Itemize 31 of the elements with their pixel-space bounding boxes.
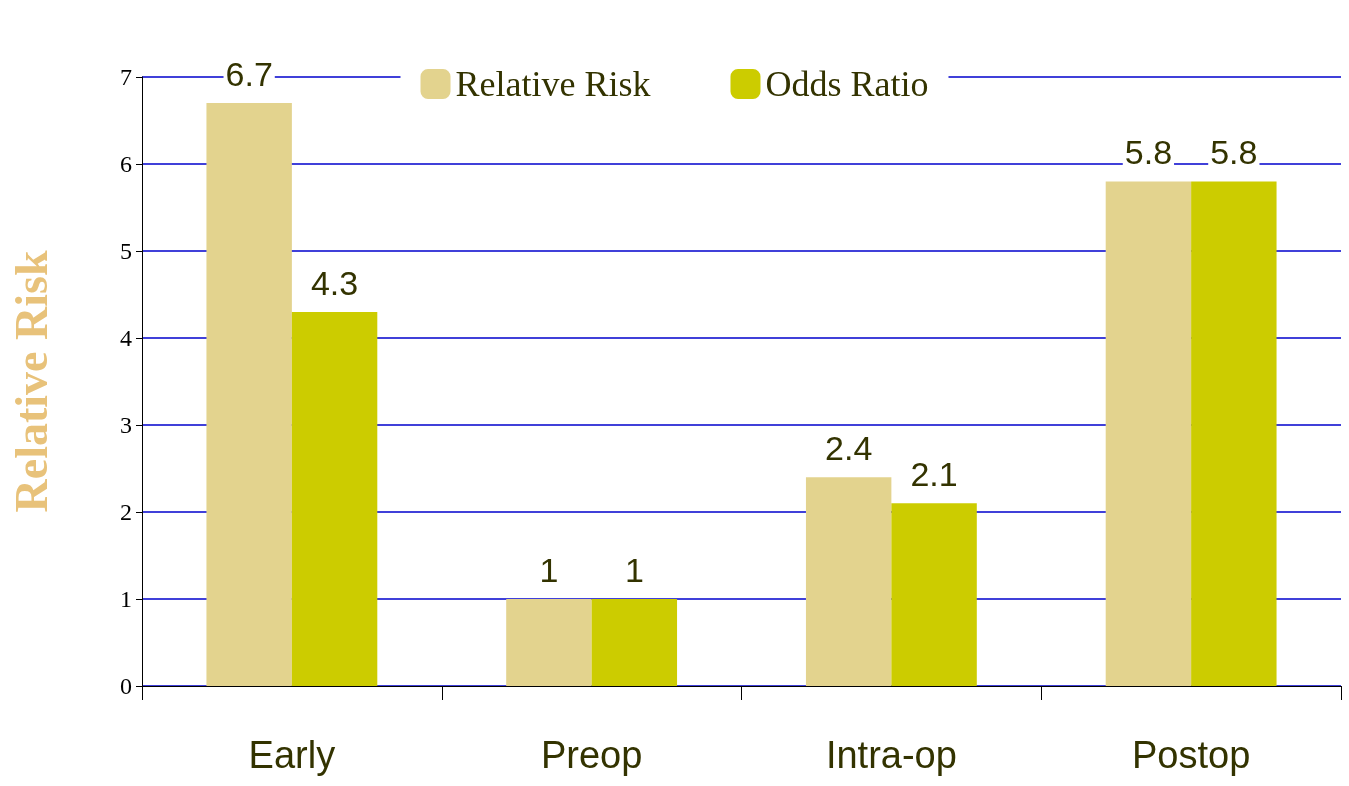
bar <box>506 599 592 686</box>
data-label: 2.4 <box>825 429 873 468</box>
x-tick-label: Intra-op <box>825 734 957 776</box>
data-label: 1 <box>539 551 559 589</box>
data-label: 5.8 <box>1124 133 1173 172</box>
y-tick-label: 0 <box>120 673 132 699</box>
data-label: 1 <box>624 551 644 589</box>
data-label: 2.1 <box>910 455 958 494</box>
data-label: 5.8 <box>1210 133 1258 172</box>
bar <box>206 103 292 686</box>
bar <box>805 477 892 686</box>
bar <box>591 599 678 686</box>
bar <box>1105 181 1192 686</box>
y-tick-label: 3 <box>120 412 132 438</box>
y-tick-label: 2 <box>120 499 132 525</box>
legend-label: Relative Risk <box>455 64 651 104</box>
x-tick-label: Postop <box>1131 734 1251 776</box>
y-tick-label: 5 <box>120 238 132 264</box>
y-tick-label: 7 <box>120 64 132 90</box>
bar <box>891 503 977 686</box>
y-tick-label: 1 <box>120 586 132 612</box>
data-label: 6.7 <box>225 55 273 94</box>
y-axis-title: Relative Risk <box>5 250 57 513</box>
data-label: 4.3 <box>310 263 359 302</box>
legend-label: Odds Ratio <box>765 64 929 104</box>
y-tick-label: 6 <box>120 151 132 177</box>
bar <box>1191 181 1277 686</box>
bar <box>291 311 378 686</box>
x-tick-label: Preop <box>540 734 643 776</box>
y-tick-label: 4 <box>120 325 132 351</box>
x-tick-label: Early <box>248 734 336 776</box>
